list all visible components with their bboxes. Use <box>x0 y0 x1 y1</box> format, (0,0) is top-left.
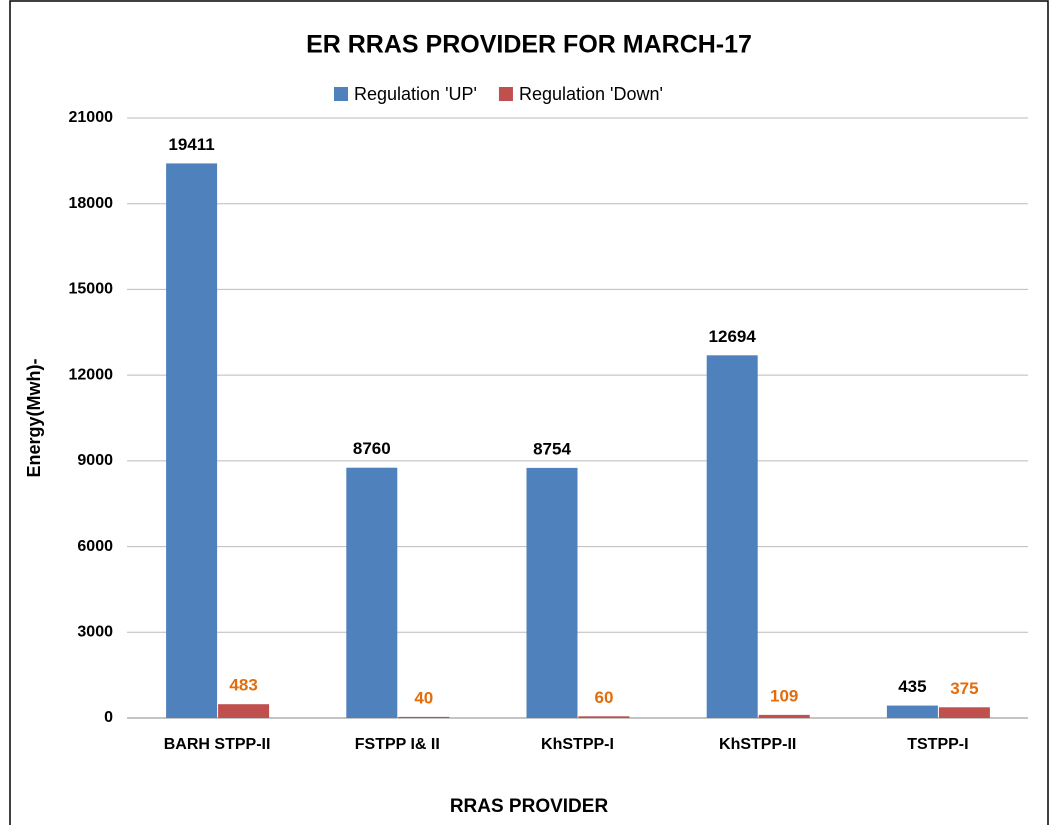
y-tick-label: 6000 <box>77 538 113 555</box>
x-tick-label: KhSTPP-I <box>541 736 614 753</box>
data-label: 60 <box>595 688 614 707</box>
bar <box>758 714 810 718</box>
bar <box>346 467 398 718</box>
x-tick-label: FSTPP I& II <box>355 736 440 753</box>
y-tick-label: 18000 <box>69 195 114 212</box>
data-label: 40 <box>414 688 433 707</box>
bar <box>706 355 758 718</box>
x-axis-title: RRAS PROVIDER <box>450 796 609 817</box>
legend-swatch <box>498 87 513 101</box>
y-tick-label: 0 <box>104 709 113 726</box>
data-label: 8760 <box>353 439 391 458</box>
legend-label: Regulation 'Down' <box>519 84 663 104</box>
bar <box>218 704 270 718</box>
bar <box>526 467 578 718</box>
data-label: 483 <box>229 676 257 695</box>
bar <box>398 716 450 718</box>
y-tick-label: 15000 <box>69 281 114 298</box>
bar <box>166 163 218 718</box>
bar <box>578 716 630 718</box>
x-tick-label: TSTPP-I <box>907 736 968 753</box>
data-label: 12694 <box>709 327 757 346</box>
y-tick-label: 21000 <box>69 109 114 126</box>
y-tick-label: 3000 <box>77 624 113 641</box>
x-tick-label: KhSTPP-II <box>719 736 796 753</box>
y-tick-label: 12000 <box>69 366 114 383</box>
data-label: 19411 <box>168 135 214 154</box>
legend-label: Regulation 'UP' <box>354 84 477 104</box>
x-tick-label: BARH STPP-II <box>164 736 271 753</box>
y-tick-label: 9000 <box>77 452 113 469</box>
bar <box>886 705 938 718</box>
data-label: 8754 <box>533 439 571 458</box>
y-axis-title: Energy(Mwh)- <box>24 358 44 477</box>
bar <box>938 707 990 718</box>
data-label: 109 <box>770 686 798 705</box>
chart-title: ER RRAS PROVIDER FOR MARCH-17 <box>306 31 752 59</box>
legend-swatch <box>334 87 348 101</box>
data-label: 375 <box>950 679 978 698</box>
data-label: 435 <box>898 677 926 696</box>
